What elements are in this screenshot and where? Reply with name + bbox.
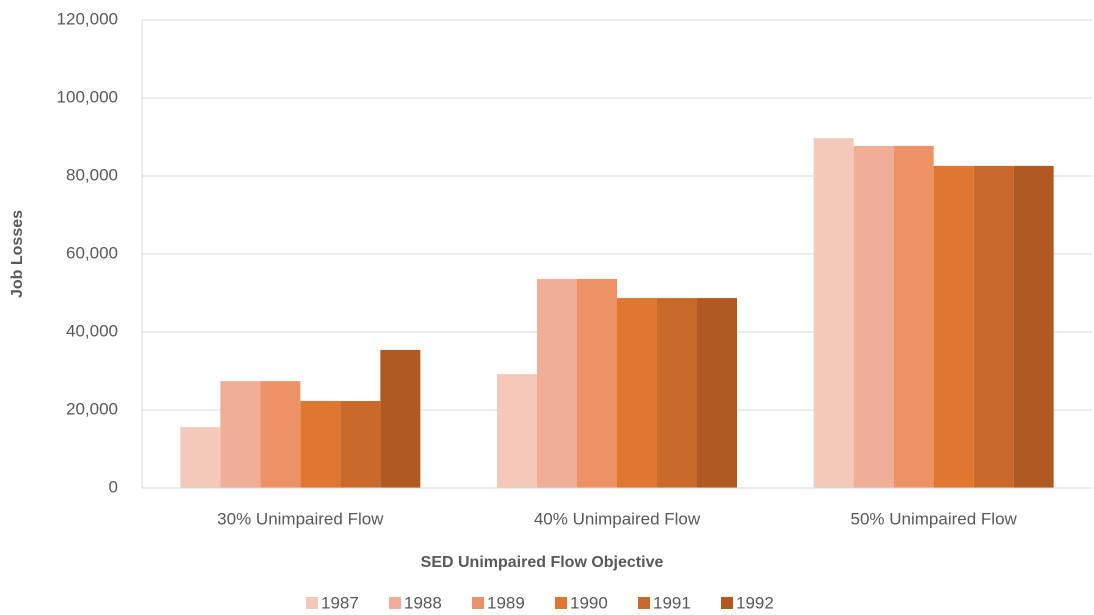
bar — [657, 298, 697, 488]
bar — [180, 427, 221, 488]
x-tick-label: 30% Unimpaired Flow — [217, 509, 384, 528]
bar — [853, 145, 894, 488]
y-tick-label: 20,000 — [66, 399, 118, 418]
bar — [697, 298, 737, 488]
y-tick-label: 100,000 — [57, 87, 118, 106]
y-tick-label: 60,000 — [66, 243, 118, 262]
bar — [380, 349, 421, 488]
legend-swatch — [638, 597, 650, 609]
x-axis-title: SED Unimpaired Flow Objective — [421, 554, 664, 571]
legend-swatch — [389, 597, 401, 609]
legend-swatch — [721, 597, 733, 609]
legend-label: 1991 — [653, 593, 691, 612]
bar — [1013, 165, 1054, 489]
legend-label: 1990 — [570, 593, 608, 612]
bar — [300, 401, 341, 488]
bar — [577, 278, 617, 488]
bar — [893, 145, 934, 488]
legend-label: 1992 — [736, 593, 774, 612]
y-axis-title: Job Losses — [9, 210, 26, 298]
legend-swatch — [472, 597, 484, 609]
legend-label: 1987 — [321, 593, 359, 612]
bar — [497, 374, 537, 488]
y-tick-label: 80,000 — [66, 165, 118, 184]
bar — [813, 138, 854, 489]
x-tick-label: 40% Unimpaired Flow — [534, 509, 701, 528]
bar — [220, 381, 261, 488]
y-tick-label: 40,000 — [66, 321, 118, 340]
bar — [933, 165, 974, 489]
bar — [617, 298, 657, 488]
x-tick-label: 50% Unimpaired Flow — [851, 509, 1018, 528]
bar — [973, 165, 1014, 489]
y-tick-label: 120,000 — [57, 9, 118, 28]
legend-swatch — [555, 597, 567, 609]
legend-swatch — [306, 597, 318, 609]
bar — [340, 401, 381, 488]
y-tick-label: 0 — [109, 477, 118, 496]
bar — [260, 381, 301, 488]
legend-label: 1988 — [404, 593, 442, 612]
legend-label: 1989 — [487, 593, 525, 612]
bar — [537, 278, 577, 488]
